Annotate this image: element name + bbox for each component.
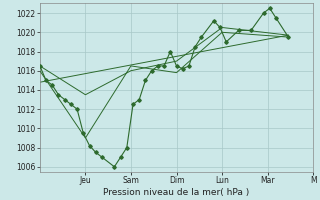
- X-axis label: Pression niveau de la mer( hPa ): Pression niveau de la mer( hPa ): [103, 188, 250, 197]
